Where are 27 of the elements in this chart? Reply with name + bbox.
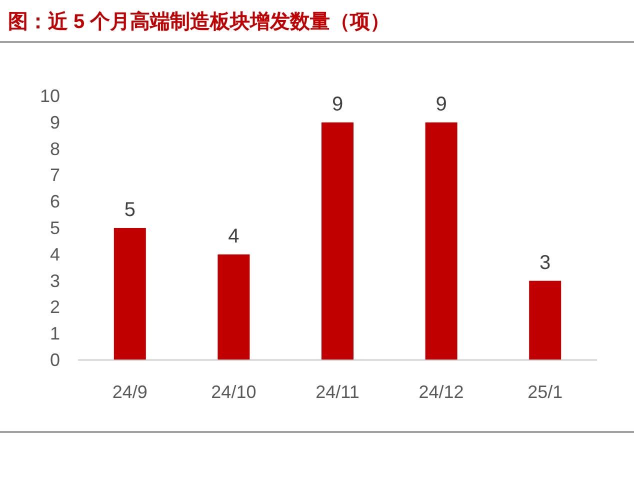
data-label: 9	[436, 93, 447, 116]
y-tick-label: 9	[50, 112, 60, 132]
y-tick-label: 7	[50, 165, 60, 186]
chart-title: 图：近 5 个月高端制造板块增发数量（项）	[8, 10, 390, 33]
x-tick-label: 24/11	[316, 382, 360, 402]
y-tick-label: 2	[50, 297, 60, 318]
y-tick-label: 6	[50, 192, 60, 212]
y-tick-label: 3	[50, 270, 60, 291]
y-tick-label: 8	[50, 138, 60, 159]
y-tick-label: 10	[40, 86, 60, 106]
bar	[529, 280, 562, 360]
x-tick-label: 24/9	[112, 382, 148, 402]
x-tick-label: 24/10	[211, 382, 256, 402]
x-tick-label: 24/12	[418, 382, 464, 402]
bar	[322, 122, 354, 360]
y-tick-label: 1	[50, 324, 60, 344]
y-tick-label: 4	[50, 244, 60, 264]
y-tick-label: 0	[50, 350, 60, 370]
data-label: 4	[228, 225, 240, 248]
x-tick-label: 25/1	[528, 382, 563, 402]
bar	[218, 254, 250, 360]
data-label: 9	[332, 93, 344, 116]
bar	[425, 122, 458, 360]
bar	[114, 228, 146, 360]
y-tick-label: 5	[50, 218, 60, 238]
data-label: 3	[540, 252, 551, 274]
data-label: 5	[124, 199, 136, 221]
